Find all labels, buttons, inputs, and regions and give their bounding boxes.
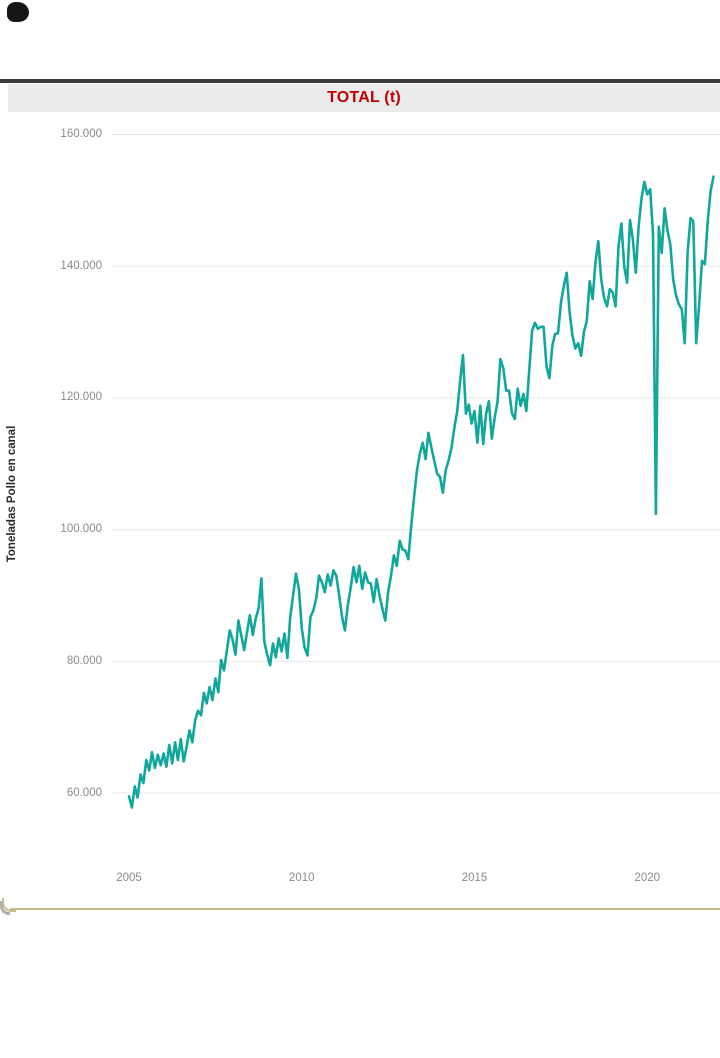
x-tick-label: 2005 — [116, 872, 142, 884]
x-tick-label: 2015 — [461, 872, 488, 884]
y-tick-label: 140.000 — [60, 259, 102, 272]
y-tick-label: 80.000 — [66, 654, 102, 667]
chart-title-bar: TOTAL (t) — [8, 84, 720, 112]
x-tick-label: 2020 — [634, 872, 661, 884]
y-tick-label: 120.000 — [60, 391, 102, 404]
card-corner — [2, 898, 16, 912]
data-line[interactable] — [127, 175, 715, 809]
y-tick-label: 100.000 — [60, 523, 102, 536]
y-axis-title: Toneladas Pollo en canal — [6, 425, 18, 563]
y-tick-label: 60.000 — [66, 786, 102, 799]
chart-title: TOTAL (t) — [327, 89, 401, 106]
card-corner-shadow — [0, 901, 10, 915]
card-bottom-border — [10, 908, 720, 910]
x-tick-label: 2010 — [288, 872, 315, 884]
top-border-line — [0, 79, 720, 83]
y-tick-label: 160.000 — [60, 128, 102, 140]
logo-fragment — [7, 2, 29, 22]
